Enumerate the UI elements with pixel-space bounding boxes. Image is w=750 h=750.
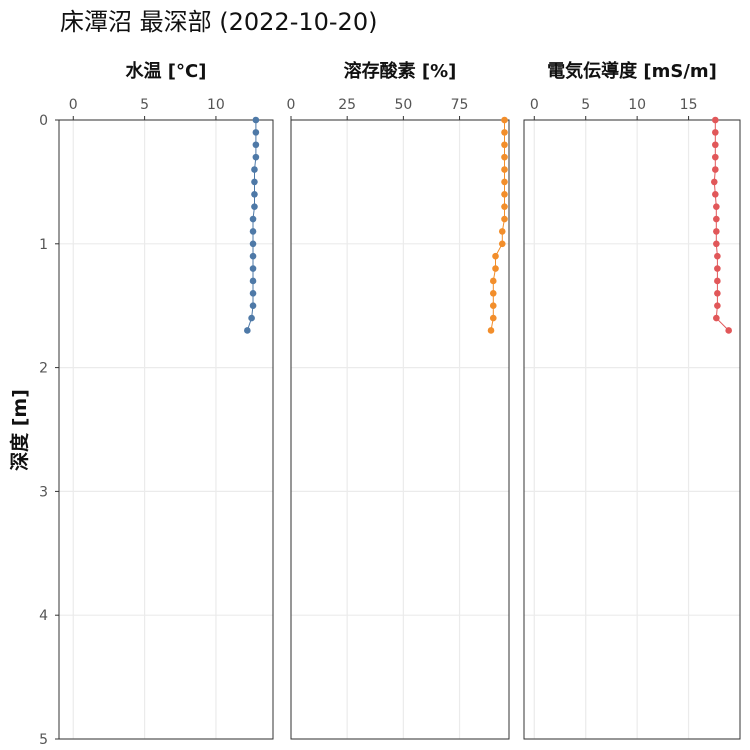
facet-panel-0: 水温 [°C] 0 5 10 bbox=[58, 60, 274, 740]
series-line bbox=[490, 120, 505, 331]
data-point bbox=[712, 153, 719, 161]
data-point bbox=[712, 129, 719, 136]
data-point bbox=[501, 166, 508, 173]
data-point bbox=[712, 116, 719, 124]
data-point bbox=[501, 215, 508, 223]
x-tick-label: 5 bbox=[581, 97, 590, 113]
data-point bbox=[489, 290, 497, 297]
data-point bbox=[249, 302, 257, 310]
facet-panel-1: 溶存酸素 [%] 0 25 50 75 bbox=[287, 60, 510, 740]
data-point bbox=[251, 190, 258, 198]
data-point bbox=[489, 302, 497, 310]
data-point bbox=[252, 129, 260, 136]
data-point bbox=[714, 252, 721, 260]
data-point bbox=[501, 129, 508, 136]
data-point bbox=[713, 203, 720, 210]
data-point bbox=[710, 178, 718, 186]
data-point bbox=[249, 290, 257, 297]
y-tick-label: 2 bbox=[39, 361, 48, 377]
data-point bbox=[712, 166, 719, 173]
data-point bbox=[252, 116, 260, 124]
data-point bbox=[713, 240, 720, 248]
data-point bbox=[249, 252, 257, 260]
facet-title: 水温 [°C] bbox=[126, 60, 207, 82]
x-tick-label: 10 bbox=[628, 97, 646, 113]
data-point bbox=[501, 178, 508, 186]
series-line bbox=[246, 120, 257, 331]
data-point bbox=[714, 290, 721, 297]
y-tick-label: 3 bbox=[39, 484, 48, 500]
panel-frame bbox=[58, 119, 274, 740]
data-point bbox=[249, 240, 257, 248]
x-tick-label: 0 bbox=[530, 97, 539, 113]
data-point bbox=[489, 314, 497, 322]
data-point bbox=[489, 277, 497, 285]
x-tick-label: 10 bbox=[207, 97, 225, 113]
x-tick-label: 25 bbox=[338, 97, 356, 113]
y-tick-label: 4 bbox=[39, 608, 48, 624]
data-point bbox=[713, 314, 720, 322]
data-point bbox=[501, 203, 508, 210]
data-point bbox=[501, 153, 508, 161]
data-point bbox=[501, 116, 508, 124]
facet-panels: 水温 [°C] 0 5 10 溶存酸素 [%] 0 25 50 75 電気伝導度 [mS/m] 0 5… bbox=[58, 60, 741, 740]
data-point bbox=[244, 327, 251, 334]
facet-title: 電気伝導度 [mS/m] bbox=[547, 60, 717, 82]
x-tick-label: 75 bbox=[451, 97, 469, 113]
chart-title: 床潭沼 最深部 (2022-10-20) bbox=[60, 8, 377, 36]
y-tick-label: 1 bbox=[39, 237, 48, 253]
panel-frame bbox=[290, 119, 510, 740]
data-point bbox=[252, 153, 260, 161]
data-point bbox=[492, 252, 499, 260]
x-tick-label: 0 bbox=[287, 97, 296, 113]
data-point bbox=[501, 141, 508, 149]
data-point bbox=[249, 277, 257, 285]
data-point bbox=[249, 215, 257, 223]
panel-frame bbox=[523, 119, 741, 740]
x-tick-label: 5 bbox=[140, 97, 149, 113]
y-axis: 0 1 2 3 4 5 bbox=[39, 113, 59, 748]
data-point bbox=[251, 166, 258, 173]
y-tick-label: 0 bbox=[39, 113, 48, 129]
x-tick-label: 50 bbox=[394, 97, 412, 113]
data-point bbox=[712, 190, 719, 198]
data-point bbox=[725, 327, 732, 334]
y-axis-label: 深度 [m] bbox=[8, 389, 31, 471]
data-point bbox=[713, 215, 720, 223]
data-point bbox=[714, 265, 721, 272]
data-point bbox=[251, 203, 258, 210]
data-point bbox=[248, 314, 255, 322]
facet-panel-2: 電気伝導度 [mS/m] 0 5 10 15 bbox=[523, 60, 741, 740]
y-tick-label: 5 bbox=[39, 732, 48, 748]
data-point bbox=[501, 190, 508, 198]
data-point bbox=[498, 240, 506, 248]
data-point bbox=[249, 265, 257, 272]
data-point bbox=[714, 277, 721, 285]
data-point bbox=[712, 141, 719, 149]
x-tick-label: 0 bbox=[69, 97, 78, 113]
data-point bbox=[251, 178, 258, 186]
facet-title: 溶存酸素 [%] bbox=[344, 60, 457, 82]
x-tick-label: 15 bbox=[680, 97, 698, 113]
data-point bbox=[249, 228, 257, 235]
series-line bbox=[713, 120, 730, 331]
data-point bbox=[713, 228, 720, 235]
data-point bbox=[492, 265, 499, 272]
data-point bbox=[252, 141, 260, 149]
data-point bbox=[714, 302, 721, 310]
data-point bbox=[498, 228, 506, 235]
data-point bbox=[487, 327, 495, 334]
